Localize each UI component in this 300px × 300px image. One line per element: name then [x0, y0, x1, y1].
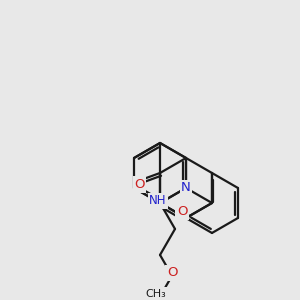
- Text: O: O: [177, 206, 187, 218]
- Text: N: N: [181, 182, 191, 194]
- Text: NH: NH: [149, 194, 167, 208]
- Text: O: O: [167, 266, 177, 279]
- Text: O: O: [134, 178, 145, 191]
- Text: CH₃: CH₃: [146, 289, 167, 298]
